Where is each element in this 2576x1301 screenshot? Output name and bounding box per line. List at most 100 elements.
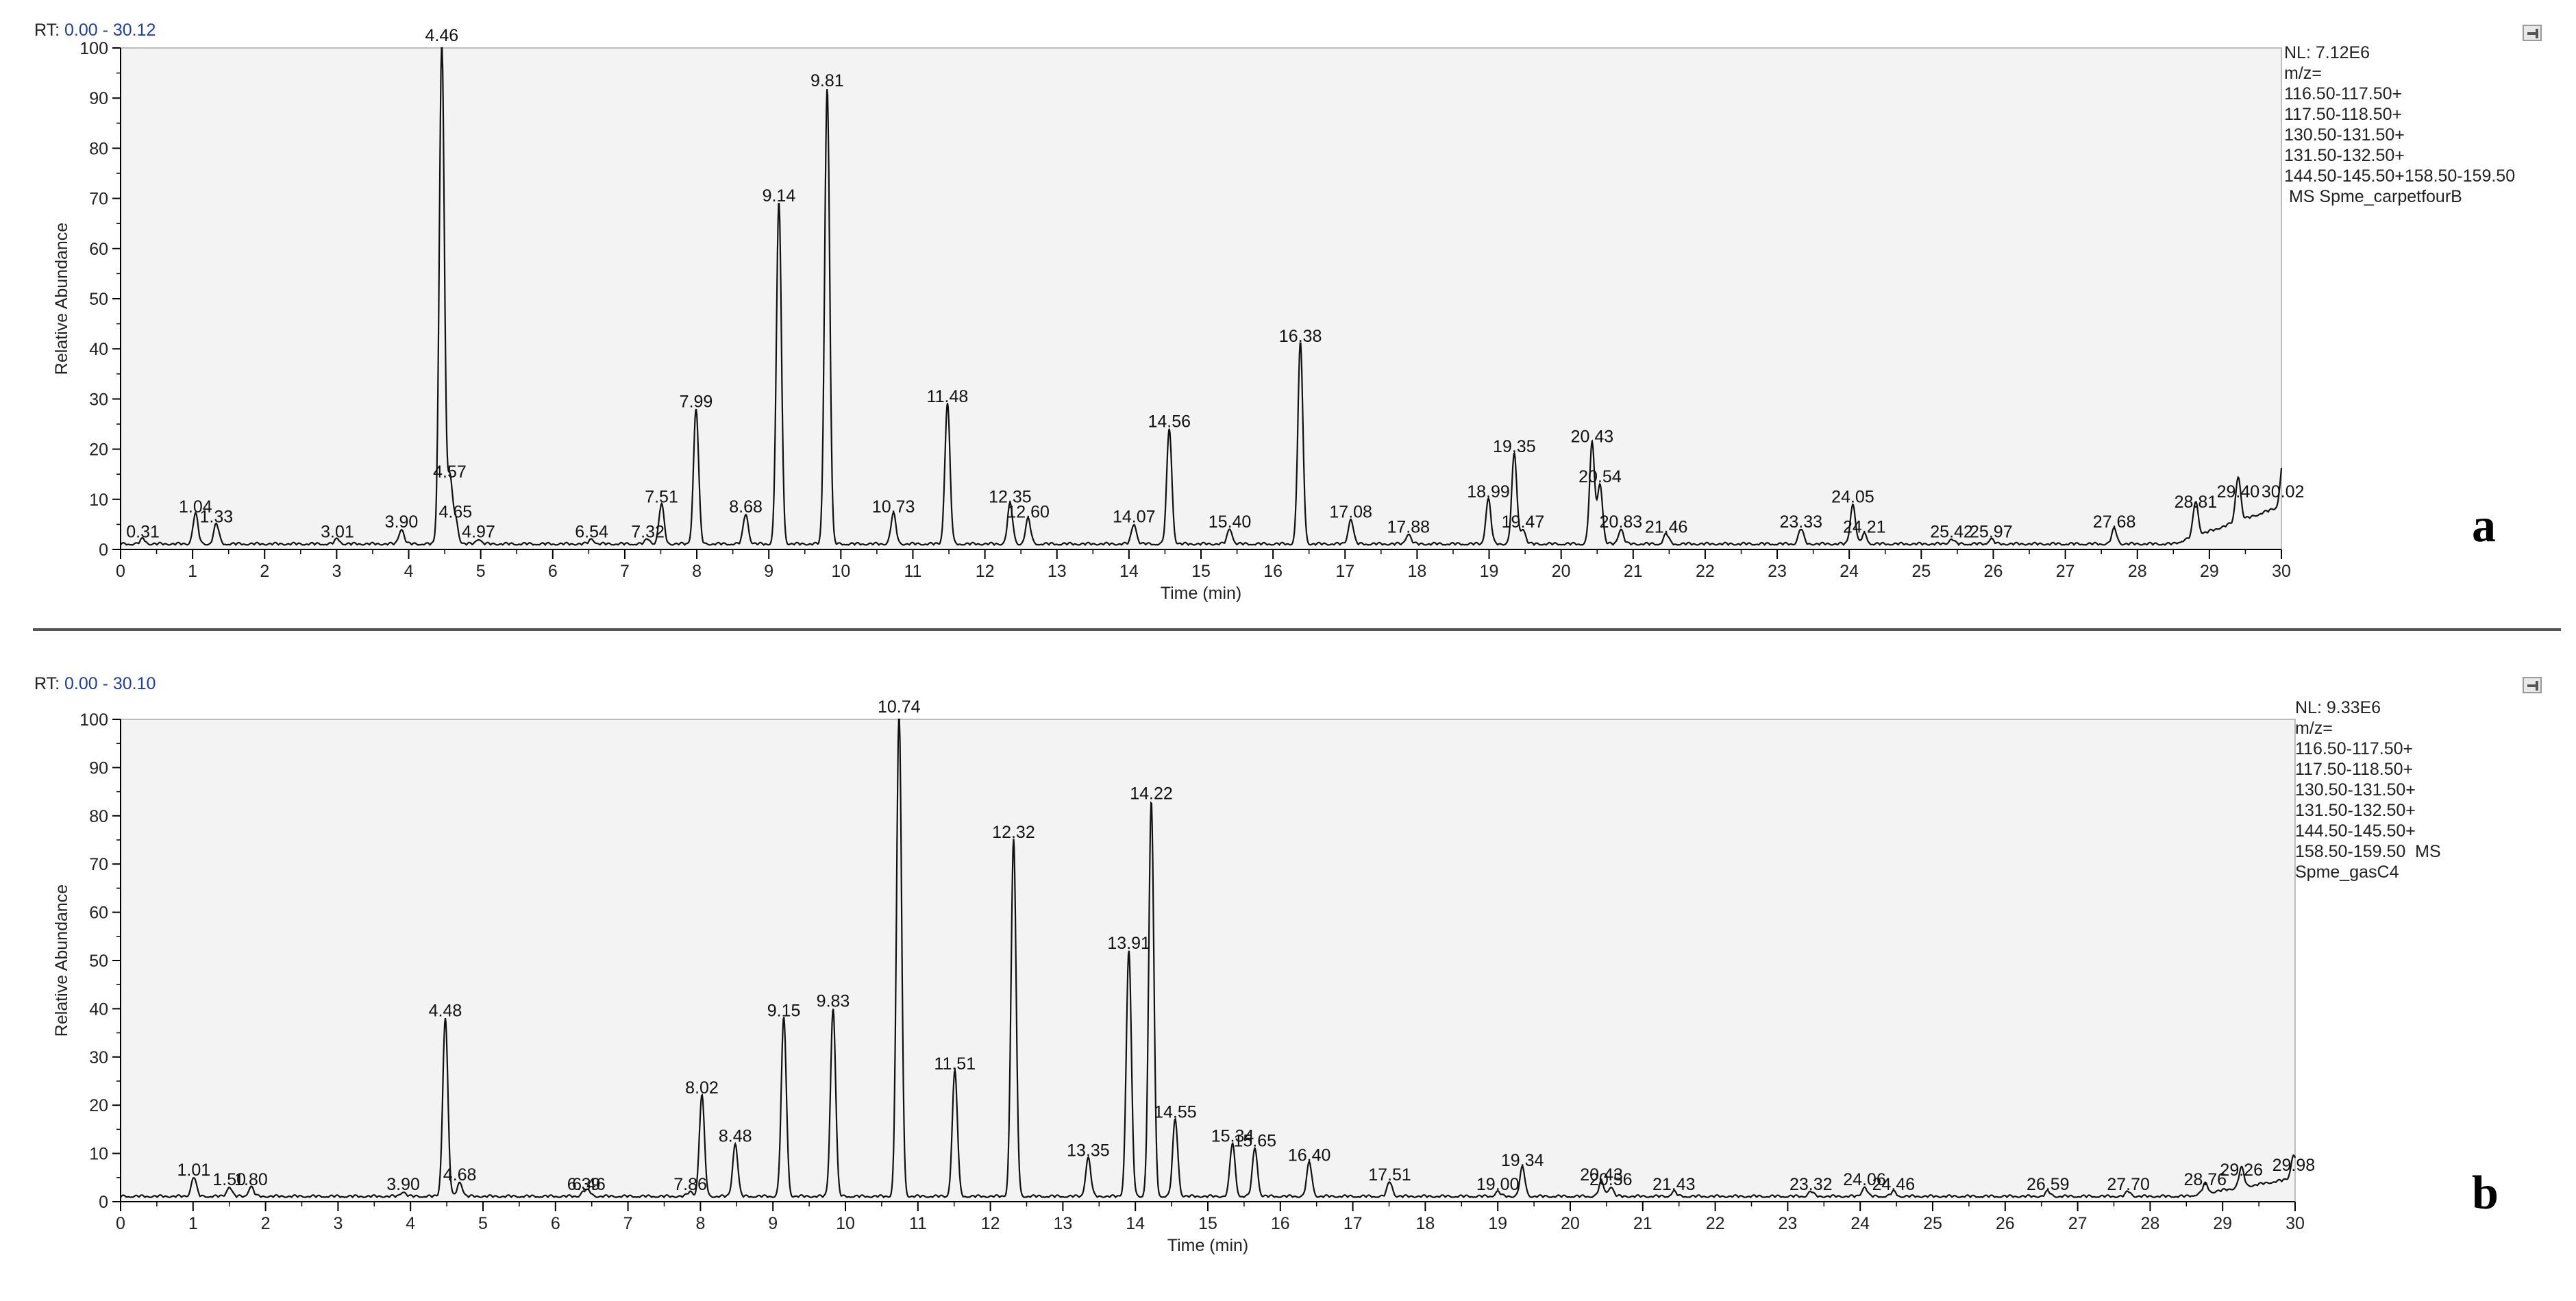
y-axis-label: Relative Abundance: [52, 884, 71, 1037]
x-tick-label: 13: [1053, 1214, 1072, 1233]
peak-label: 6.54: [575, 523, 608, 542]
x-tick-label: 3: [332, 562, 341, 581]
peak-label: 9.14: [763, 186, 796, 206]
panel-divider: [33, 628, 2561, 631]
x-tick-label: 12: [976, 562, 995, 581]
peak-label: 1.01: [177, 1161, 211, 1180]
x-tick-label: 7: [623, 1214, 633, 1233]
y-tick-label: 100: [79, 710, 108, 730]
x-tick-label: 5: [476, 562, 486, 581]
peak-label: 15.34: [1211, 1127, 1254, 1146]
peak-label: 3.01: [321, 523, 354, 542]
peak-label: 19.00: [1476, 1175, 1520, 1194]
x-tick-label: 26: [1984, 562, 2003, 581]
x-tick-label: 16: [1263, 562, 1283, 581]
peak-label: 17.08: [1329, 502, 1372, 521]
peak-label: 9.15: [767, 1002, 801, 1021]
info-line: 117.50-118.50+: [2295, 760, 2414, 779]
peak-label: 20.43: [1571, 428, 1614, 447]
peak-label: 14.56: [1148, 412, 1191, 432]
y-tick-label: 100: [79, 39, 108, 58]
info-line: 131.50-132.50+: [2295, 801, 2416, 820]
x-tick-label: 28: [2140, 1214, 2159, 1233]
peak-label: 12.32: [992, 823, 1035, 842]
info-line: m/z=: [2284, 64, 2322, 83]
x-tick-label: 17: [1335, 562, 1354, 581]
y-tick-label: 50: [89, 290, 108, 309]
rt-label: RT:: [34, 674, 60, 693]
peak-label: 4.97: [462, 523, 495, 542]
peak-label: 15.65: [1233, 1132, 1276, 1151]
peak-label: 17.51: [1368, 1165, 1411, 1185]
y-tick-label: 30: [89, 1048, 108, 1067]
x-tick-label: 6: [551, 1214, 560, 1233]
peak-label: 28.81: [2175, 493, 2218, 512]
peak-label: 27.70: [2107, 1175, 2150, 1194]
y-tick-label: 10: [89, 1145, 108, 1164]
peak-label: 1.33: [199, 508, 233, 527]
peak-label: 4.57: [433, 462, 467, 482]
x-tick-label: 10: [836, 1214, 855, 1233]
x-tick-label: 21: [1624, 562, 1643, 581]
info-line: m/z=: [2295, 719, 2333, 738]
peak-label: 24.06: [1843, 1170, 1886, 1189]
x-tick-label: 26: [1996, 1214, 2015, 1233]
x-tick-label: 11: [904, 562, 921, 581]
rt-range: 0.00 - 30.10: [64, 674, 156, 693]
info-line: MS Spme_carpetfourB: [2284, 187, 2462, 206]
peak-label: 16.40: [1288, 1146, 1331, 1165]
peak-label: 6.46: [572, 1175, 606, 1194]
peak-label: 9.81: [810, 71, 844, 90]
x-tick-label: 29: [2200, 562, 2219, 581]
info-line: 116.50-117.50+: [2295, 739, 2414, 758]
x-tick-label: 8: [692, 562, 702, 581]
y-tick-label: 70: [89, 190, 108, 209]
y-tick-label: 80: [89, 139, 108, 158]
y-tick-label: 70: [89, 855, 108, 874]
peak-label: 14.07: [1113, 508, 1156, 527]
pin-icon[interactable]: [2523, 25, 2542, 41]
x-tick-label: 18: [1415, 1214, 1435, 1233]
peak-label: 3.90: [385, 512, 419, 532]
x-tick-label: 28: [2128, 562, 2147, 581]
x-tick-label: 27: [2056, 562, 2075, 581]
pin-icon[interactable]: [2523, 677, 2542, 693]
peak-label: 13.35: [1067, 1141, 1110, 1161]
y-tick-label: 40: [89, 340, 108, 359]
peak-label: 4.68: [443, 1165, 477, 1185]
y-tick-label: 20: [89, 441, 108, 460]
y-tick-label: 40: [89, 1000, 108, 1019]
y-tick-label: 80: [89, 807, 108, 826]
peak-label: 17.88: [1387, 517, 1431, 536]
peak-label: 23.33: [1779, 512, 1822, 532]
chromatogram-chart-b: 0 1 2 3 4 5 6 7 8 9 10 11 12 13 14 15 16 17 18 19 20 21 22 23 24…: [52, 697, 2315, 1255]
x-tick-label: 15: [1191, 562, 1211, 581]
info-line: 144.50-145.50+158.50-159.50: [2284, 166, 2516, 186]
info-line: 130.50-131.50+: [2284, 125, 2405, 145]
x-tick-label: 29: [2213, 1214, 2232, 1233]
peak-label: 1.04: [179, 497, 212, 517]
peak-label: 1.80: [234, 1170, 268, 1189]
info-line: 130.50-131.50+: [2295, 780, 2416, 800]
x-tick-label: 9: [768, 1214, 778, 1233]
peak-label: 23.32: [1789, 1175, 1833, 1194]
peak-label: 24.46: [1872, 1175, 1916, 1194]
peak-label: 4.48: [429, 1002, 462, 1021]
peak-label: 28.76: [2184, 1170, 2227, 1189]
x-tick-label: 20: [1552, 562, 1571, 581]
x-tick-label: 19: [1480, 562, 1499, 581]
x-tick-label: 25: [1911, 562, 1931, 581]
peak-label: 1.50: [212, 1170, 246, 1189]
peak-label: 11.48: [927, 387, 969, 406]
x-tick-label: 12: [981, 1214, 1000, 1233]
peak-label: 25.97: [1970, 523, 2013, 542]
x-tick-label: 15: [1198, 1214, 1217, 1233]
x-tick-label: 14: [1126, 1214, 1145, 1233]
x-tick-label: 24: [1840, 562, 1859, 581]
chromatogram-trace: [120, 47, 2283, 547]
peak-label: 21.46: [1645, 517, 1688, 536]
y-tick-label: 90: [89, 758, 108, 778]
peak-label: 19.34: [1501, 1151, 1544, 1170]
x-tick-label: 17: [1343, 1214, 1363, 1233]
info-line: 117.50-118.50+: [2284, 105, 2403, 124]
